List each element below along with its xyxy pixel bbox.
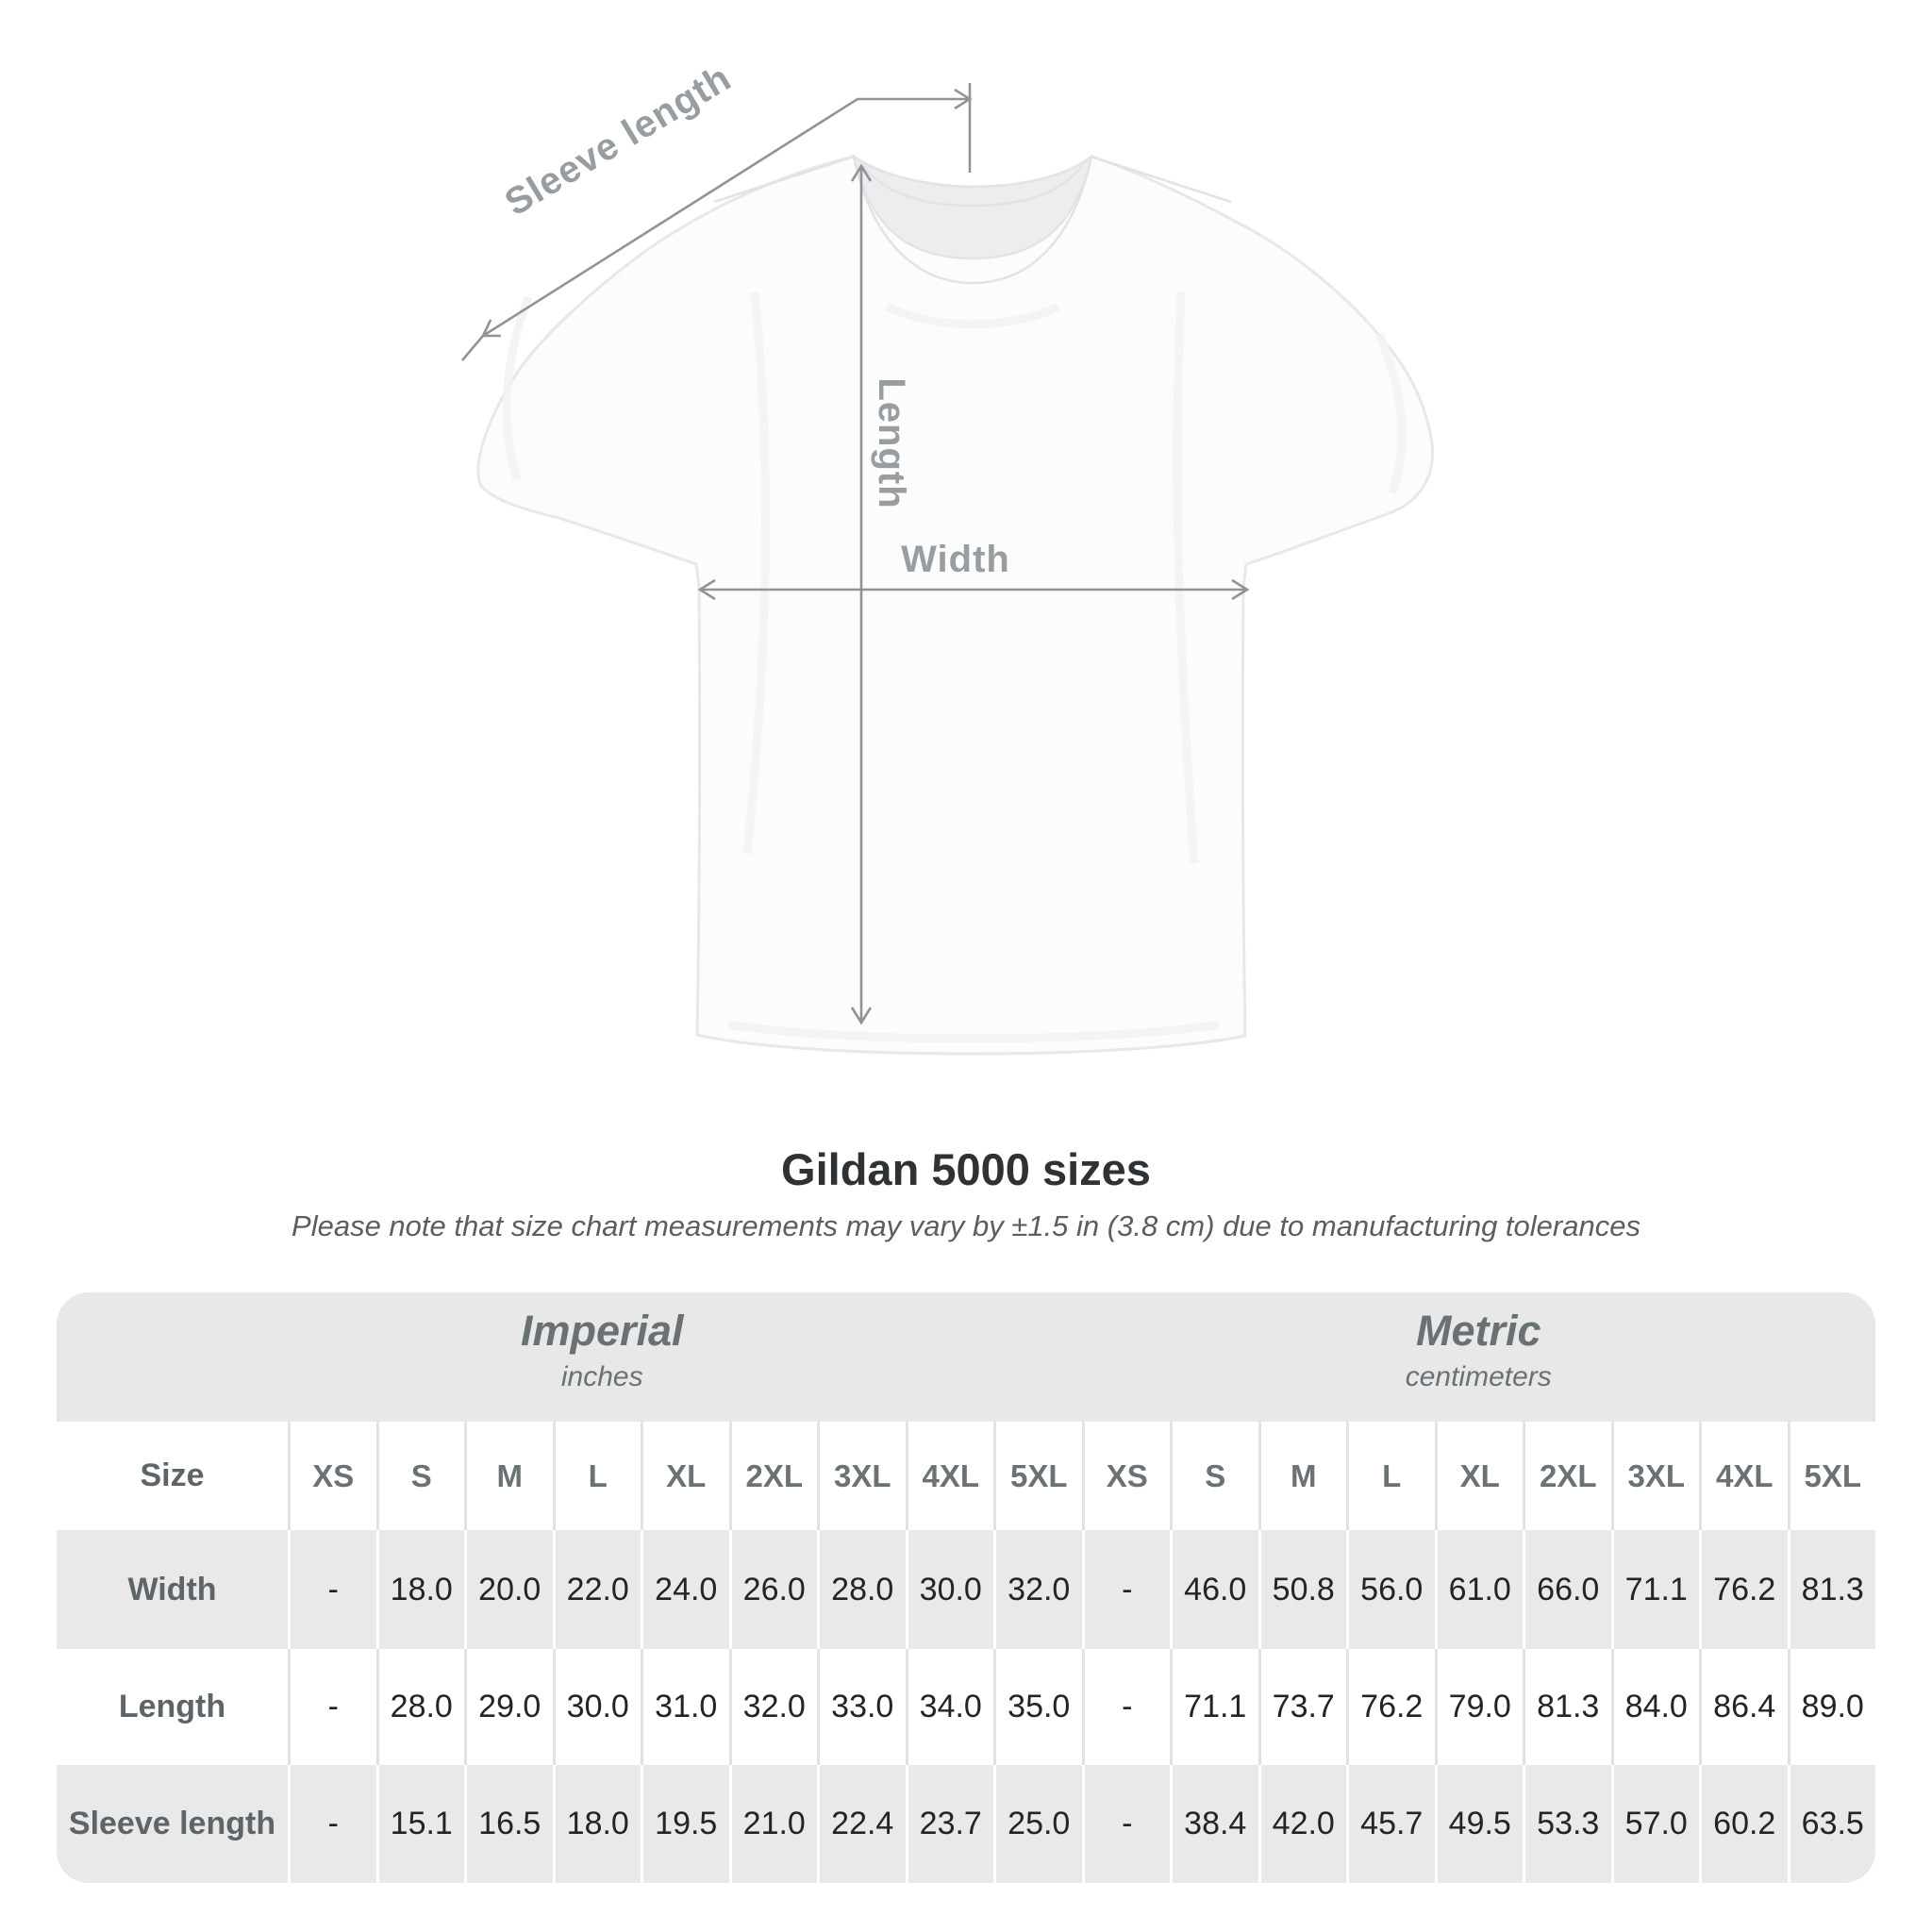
value-cell: 73.7 bbox=[1257, 1649, 1347, 1765]
size-header-imperial-3xl: 3XL bbox=[817, 1422, 906, 1530]
size-header-metric-s: S bbox=[1170, 1422, 1258, 1530]
value-cell: 86.4 bbox=[1699, 1649, 1788, 1765]
value-cell: 71.1 bbox=[1610, 1530, 1700, 1649]
value-cell: 60.2 bbox=[1699, 1765, 1788, 1883]
value-cell: - bbox=[288, 1765, 376, 1883]
value-cell: 46.0 bbox=[1170, 1530, 1258, 1649]
size-header-metric-xs: XS bbox=[1081, 1422, 1171, 1530]
value-cell: 35.0 bbox=[993, 1649, 1082, 1765]
size-header-imperial-xl: XL bbox=[641, 1422, 729, 1530]
value-cell: 28.0 bbox=[817, 1530, 906, 1649]
size-column-header: Size bbox=[140, 1457, 205, 1493]
table-row-sleeve-length: Sleeve length - 15.1 16.5 18.0 19.5 21.0… bbox=[57, 1765, 1875, 1883]
value-cell: 30.0 bbox=[905, 1530, 994, 1649]
value-cell: 56.0 bbox=[1346, 1530, 1435, 1649]
table-row-width: Width - 18.0 20.0 22.0 24.0 26.0 28.0 30… bbox=[57, 1530, 1875, 1649]
page-subtitle: Please note that size chart measurements… bbox=[291, 1209, 1641, 1242]
value-cell: 18.0 bbox=[375, 1530, 465, 1649]
value-cell: - bbox=[288, 1649, 376, 1765]
sleeve-length-label: Sleeve length bbox=[498, 57, 739, 224]
value-cell: 63.5 bbox=[1787, 1765, 1876, 1883]
value-cell: - bbox=[1081, 1765, 1171, 1883]
tshirt-measurement-diagram: Length Width Sleeve length bbox=[461, 57, 1435, 1056]
value-cell: - bbox=[1081, 1649, 1171, 1765]
row-label-cell: Length bbox=[118, 1689, 226, 1724]
value-cell: 26.0 bbox=[728, 1530, 818, 1649]
value-cell: - bbox=[1081, 1530, 1171, 1649]
size-header-imperial-l: L bbox=[552, 1422, 641, 1530]
value-cell: 21.0 bbox=[728, 1765, 818, 1883]
value-cell: 79.0 bbox=[1434, 1649, 1524, 1765]
value-cell: 45.7 bbox=[1346, 1765, 1435, 1883]
row-label-cell: Sleeve length bbox=[68, 1806, 276, 1841]
value-cell: 23.7 bbox=[905, 1765, 994, 1883]
imperial-unit-label: inches bbox=[560, 1361, 643, 1393]
row-label-cell: Width bbox=[127, 1571, 217, 1607]
value-cell: 84.0 bbox=[1610, 1649, 1700, 1765]
value-cell: 29.0 bbox=[464, 1649, 553, 1765]
size-header-metric-5xl: 5XL bbox=[1787, 1422, 1876, 1530]
size-header-imperial-2xl: 2XL bbox=[728, 1422, 818, 1530]
size-header-imperial-m: M bbox=[464, 1422, 553, 1530]
value-cell: 16.5 bbox=[464, 1765, 553, 1883]
value-cell: 66.0 bbox=[1523, 1530, 1611, 1649]
size-header-metric-xl: XL bbox=[1434, 1422, 1524, 1530]
imperial-label: Imperial bbox=[520, 1306, 684, 1355]
size-header-imperial-xs: XS bbox=[288, 1422, 376, 1530]
size-header-metric-2xl: 2XL bbox=[1523, 1422, 1611, 1530]
value-cell: 33.0 bbox=[817, 1649, 906, 1765]
metric-unit-group: Metric centimeters bbox=[1082, 1292, 1876, 1422]
value-cell: 89.0 bbox=[1787, 1649, 1876, 1765]
value-cell: 50.8 bbox=[1257, 1530, 1347, 1649]
value-cell: 57.0 bbox=[1610, 1765, 1700, 1883]
page-title: Gildan 5000 sizes bbox=[781, 1144, 1151, 1194]
length-label: Length bbox=[871, 377, 912, 508]
value-cell: 24.0 bbox=[641, 1530, 729, 1649]
value-cell: 38.4 bbox=[1170, 1765, 1258, 1883]
value-cell: 32.0 bbox=[993, 1530, 1082, 1649]
metric-unit-label: centimeters bbox=[1405, 1361, 1552, 1393]
metric-label: Metric bbox=[1415, 1306, 1541, 1355]
value-cell: 30.0 bbox=[552, 1649, 641, 1765]
value-cell: 15.1 bbox=[375, 1765, 465, 1883]
value-cell: 19.5 bbox=[641, 1765, 729, 1883]
value-cell: 25.0 bbox=[993, 1765, 1082, 1883]
table-row-length: Length - 28.0 29.0 30.0 31.0 32.0 33.0 3… bbox=[57, 1649, 1875, 1765]
value-cell: 76.2 bbox=[1346, 1649, 1435, 1765]
value-cell: 32.0 bbox=[728, 1649, 818, 1765]
value-cell: 22.0 bbox=[552, 1530, 641, 1649]
width-dimension: Width bbox=[697, 539, 1250, 601]
value-cell: 61.0 bbox=[1434, 1530, 1524, 1649]
size-header-row: Size XS S M L XL 2XL 3XL 4XL 5XL XS S M … bbox=[57, 1422, 1875, 1530]
value-cell: - bbox=[288, 1530, 376, 1649]
value-cell: 71.1 bbox=[1170, 1649, 1258, 1765]
value-cell: 81.3 bbox=[1523, 1649, 1611, 1765]
size-header-metric-3xl: 3XL bbox=[1610, 1422, 1700, 1530]
value-cell: 34.0 bbox=[905, 1649, 994, 1765]
size-header-imperial-s: S bbox=[375, 1422, 465, 1530]
value-cell: 81.3 bbox=[1787, 1530, 1876, 1649]
size-header-imperial-5xl: 5XL bbox=[993, 1422, 1082, 1530]
unit-band: Imperial inches Metric centimeters bbox=[57, 1292, 1875, 1422]
value-cell: 28.0 bbox=[375, 1649, 465, 1765]
size-header-metric-m: M bbox=[1257, 1422, 1347, 1530]
value-cell: 76.2 bbox=[1699, 1530, 1788, 1649]
value-cell: 49.5 bbox=[1434, 1765, 1524, 1883]
value-cell: 22.4 bbox=[817, 1765, 906, 1883]
value-cell: 42.0 bbox=[1257, 1765, 1347, 1883]
imperial-unit-group: Imperial inches bbox=[57, 1292, 1082, 1422]
size-table: Imperial inches Metric centimeters Size … bbox=[57, 1292, 1875, 1883]
tshirt-illustration bbox=[476, 153, 1435, 1056]
size-header-metric-4xl: 4XL bbox=[1699, 1422, 1788, 1530]
size-header-metric-l: L bbox=[1346, 1422, 1435, 1530]
value-cell: 20.0 bbox=[464, 1530, 553, 1649]
width-label: Width bbox=[901, 539, 1010, 580]
size-header-imperial-4xl: 4XL bbox=[905, 1422, 994, 1530]
value-cell: 18.0 bbox=[552, 1765, 641, 1883]
value-cell: 31.0 bbox=[641, 1649, 729, 1765]
value-cell: 53.3 bbox=[1523, 1765, 1611, 1883]
